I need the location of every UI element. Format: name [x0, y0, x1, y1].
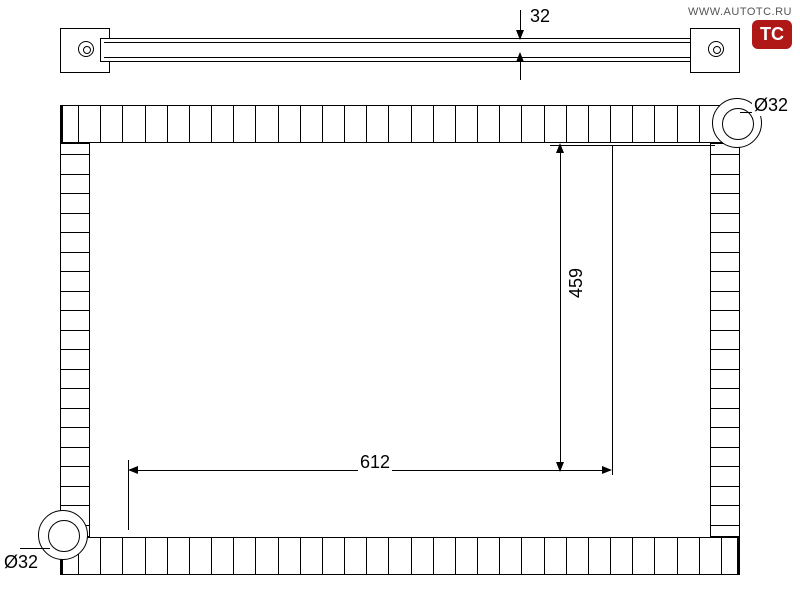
side-tank-right	[710, 143, 740, 537]
dim-height: 459	[566, 266, 587, 300]
inlet-port	[38, 510, 88, 560]
top-tube-inner	[104, 42, 696, 58]
dim-width: 612	[358, 452, 392, 473]
tank-ridges	[78, 538, 722, 574]
top-tank	[62, 105, 738, 143]
dim-port-tr-diameter: Ø32	[752, 95, 790, 116]
arrow-down-icon	[556, 462, 564, 472]
dim-extension-line	[612, 145, 613, 475]
dim-extension-line	[520, 62, 521, 80]
dim-thickness: 32	[528, 6, 552, 27]
arrow-up-icon	[516, 52, 524, 62]
leader-line	[20, 548, 50, 549]
arrow-left-icon	[128, 466, 138, 474]
side-tank-left	[60, 143, 90, 537]
mounting-hole-icon	[78, 41, 94, 57]
bottom-tank	[62, 537, 738, 575]
arrow-down-icon	[516, 30, 524, 40]
site-logo: WWW.AUTOTC.RU TC	[688, 6, 792, 49]
dim-port-bl-diameter: Ø32	[2, 552, 40, 573]
front-view	[60, 105, 740, 575]
dim-extension-line	[128, 460, 129, 530]
tank-ridges	[78, 106, 722, 142]
top-view	[60, 20, 740, 80]
arrow-right-icon	[602, 466, 612, 474]
dim-extension-line	[550, 145, 715, 146]
logo-badge: TC	[752, 20, 792, 49]
logo-url: WWW.AUTOTC.RU	[688, 6, 792, 18]
dim-line-height	[560, 145, 561, 470]
